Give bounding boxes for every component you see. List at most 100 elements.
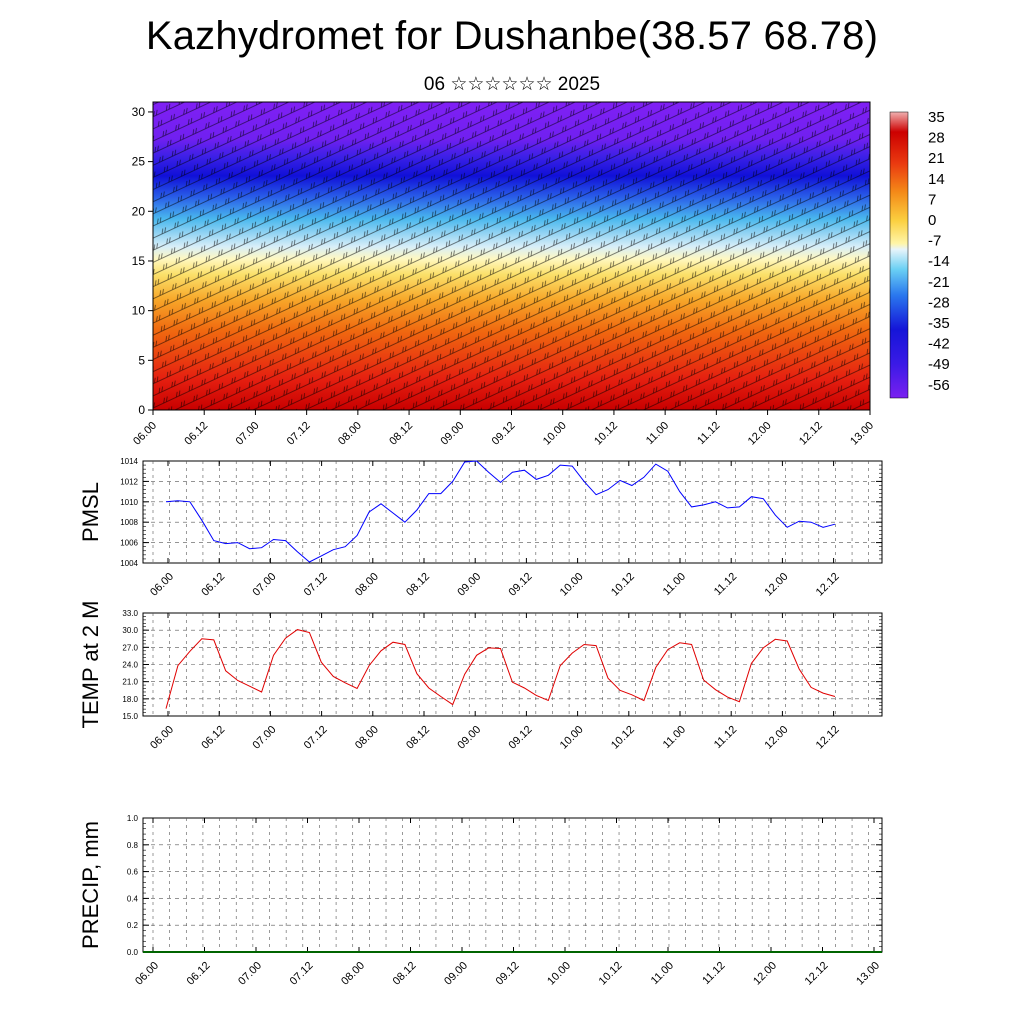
colorbar-label: -28	[928, 294, 950, 311]
y-tick-label: 1008	[120, 518, 138, 527]
heatmap-y-tick-label: 30	[132, 105, 146, 119]
x-tick-label: 06.12	[199, 724, 227, 752]
pmsl-panel: 1004 1006 1008 1010 1012 1014 06.00 06.12 07.00 0…	[78, 457, 883, 599]
heatmap-x-tick-label: 10.00	[541, 420, 569, 448]
heatmap-x-tick-label: 07.12	[285, 420, 313, 448]
y-tick-label: 1014	[120, 457, 138, 466]
colorbar: 35 28 21 14 7 0 -7 -14 -21 -28 -35 -42 -49 -56	[889, 109, 950, 399]
heatmap-x-tick-label: 13.00	[848, 420, 876, 448]
y-tick-label: 0.0	[127, 948, 139, 957]
y-tick-label: 21.0	[122, 678, 138, 687]
x-tick-label: 07.00	[251, 571, 279, 599]
heatmap-y-tick-label: 10	[132, 304, 146, 318]
heatmap-y-axis: 0 5 10 15 20 25 30	[132, 105, 153, 417]
x-tick-label: 11.12	[712, 724, 739, 751]
heatmap-y-tick-label: 20	[132, 204, 146, 218]
heatmap-x-tick-label: 09.00	[438, 420, 466, 448]
x-tick-label: 10.00	[558, 724, 586, 752]
x-tick-label: 09.12	[507, 724, 535, 752]
x-tick-label: 12.00	[763, 571, 791, 599]
colorbar-label: -42	[928, 336, 950, 353]
y-axis-title: TEMP at 2 M	[78, 601, 103, 729]
heatmap-x-tick-label: 06.00	[131, 420, 159, 448]
y-axis-title: PMSL	[78, 482, 103, 542]
wind-barbs-overlay	[153, 102, 870, 410]
x-tick-label: 06.00	[133, 960, 161, 988]
x-tick-label: 10.12	[597, 960, 625, 988]
panel-frame	[142, 460, 883, 564]
x-tick-label: 06.00	[148, 571, 176, 599]
x-tick-label: 07.12	[288, 960, 316, 988]
x-tick-label: 10.12	[609, 571, 637, 599]
x-tick-label: 06.12	[185, 960, 213, 988]
y-tick-label: 1004	[120, 559, 138, 568]
y-tick-label: 1006	[120, 539, 138, 548]
x-tick-label: 12.12	[814, 571, 842, 599]
x-tick-label: 07.12	[302, 724, 330, 752]
chart-subtitle: 06 ☆☆☆☆☆☆ 2025	[423, 74, 601, 95]
colorbar-label: 0	[928, 212, 936, 229]
panel-frame	[142, 817, 883, 953]
x-tick-label: 10.00	[545, 960, 573, 988]
x-tick-label: 06.12	[199, 571, 227, 599]
precip-panel: 0.0 0.2 0.4 0.6 0.8 1.0 06.00 06.12 07.00 07.12 08…	[78, 814, 883, 988]
x-tick-label: 08.12	[404, 724, 432, 752]
y-tick-label: 0.8	[127, 841, 139, 850]
y-tick-label: 33.0	[122, 609, 138, 618]
x-tick-label: 11.00	[649, 960, 676, 987]
heatmap-x-tick-label: 12.12	[797, 420, 825, 448]
colorbar-label: -56	[928, 377, 950, 394]
y-tick-label: 1.0	[127, 814, 139, 823]
heatmap-x-tick-label: 12.00	[746, 420, 774, 448]
x-tick-label: 08.00	[339, 960, 367, 988]
x-tick-label: 09.00	[442, 960, 470, 988]
temp-panel: 15.0 18.0 21.0 24.0 27.0 30.0 33.0 06.00 06.12 07…	[78, 601, 883, 752]
y-tick-label: 1010	[120, 498, 138, 507]
x-tick-label: 09.12	[507, 571, 535, 599]
y-tick-label: 27.0	[122, 643, 138, 652]
colorbar-label: 21	[928, 150, 945, 167]
colorbar-label: -49	[928, 356, 950, 373]
heatmap-x-tick-label: 07.00	[234, 420, 262, 448]
x-tick-label: 10.00	[558, 571, 586, 599]
colorbar-label: 28	[928, 130, 945, 147]
x-tick-label: 13.00	[854, 960, 882, 988]
colorbar-scale	[889, 111, 909, 399]
y-tick-label: 0.6	[127, 868, 139, 877]
x-tick-label: 09.00	[455, 571, 483, 599]
x-tick-label: 11.00	[661, 571, 688, 598]
y-tick-label: 30.0	[122, 626, 138, 635]
heatmap-x-axis: 06.00 06.12 07.00 07.12 08.00 08.12 09.00 09.12…	[131, 410, 876, 448]
heatmap-y-tick-label: 25	[132, 155, 146, 169]
heatmap-x-tick-label: 11.00	[644, 420, 671, 447]
y-axis-title: PRECIP, mm	[78, 821, 103, 949]
y-tick-label: 1012	[120, 477, 138, 486]
y-tick-label: 0.2	[127, 921, 139, 930]
x-tick-label: 11.12	[700, 960, 727, 987]
y-tick-label: 15.0	[122, 712, 138, 721]
colorbar-label: -7	[928, 233, 941, 250]
x-tick-label: 08.00	[353, 724, 381, 752]
x-tick-label: 12.12	[814, 724, 842, 752]
x-tick-label: 09.12	[494, 960, 522, 988]
y-tick-label: 24.0	[122, 661, 138, 670]
x-tick-label: 12.12	[803, 960, 831, 988]
colorbar-label: -35	[928, 315, 950, 332]
heatmap-y-tick-label: 0	[138, 403, 145, 417]
heatmap-x-tick-label: 08.12	[387, 420, 415, 448]
heatmap-x-tick-label: 06.12	[182, 420, 210, 448]
heatmap-panel: 0 5 10 15 20 25 30 06.00 06.12 07.00 07.12 08.00 08…	[131, 101, 876, 448]
colorbar-label: 35	[928, 109, 945, 126]
x-tick-label: 12.00	[751, 960, 779, 988]
heatmap-y-tick-label: 15	[132, 254, 146, 268]
x-tick-label: 07.00	[251, 724, 279, 752]
x-tick-label: 07.00	[236, 960, 264, 988]
heatmap-x-tick-label: 08.00	[336, 420, 364, 448]
chart-title: Kazhydromet for Dushanbe(38.57 68.78)	[145, 14, 879, 58]
series-line	[165, 460, 836, 563]
colorbar-label: 7	[928, 191, 936, 208]
x-tick-label: 11.12	[712, 571, 739, 598]
x-tick-label: 06.00	[148, 724, 176, 752]
x-tick-label: 09.00	[455, 724, 483, 752]
x-tick-label: 12.00	[763, 724, 791, 752]
